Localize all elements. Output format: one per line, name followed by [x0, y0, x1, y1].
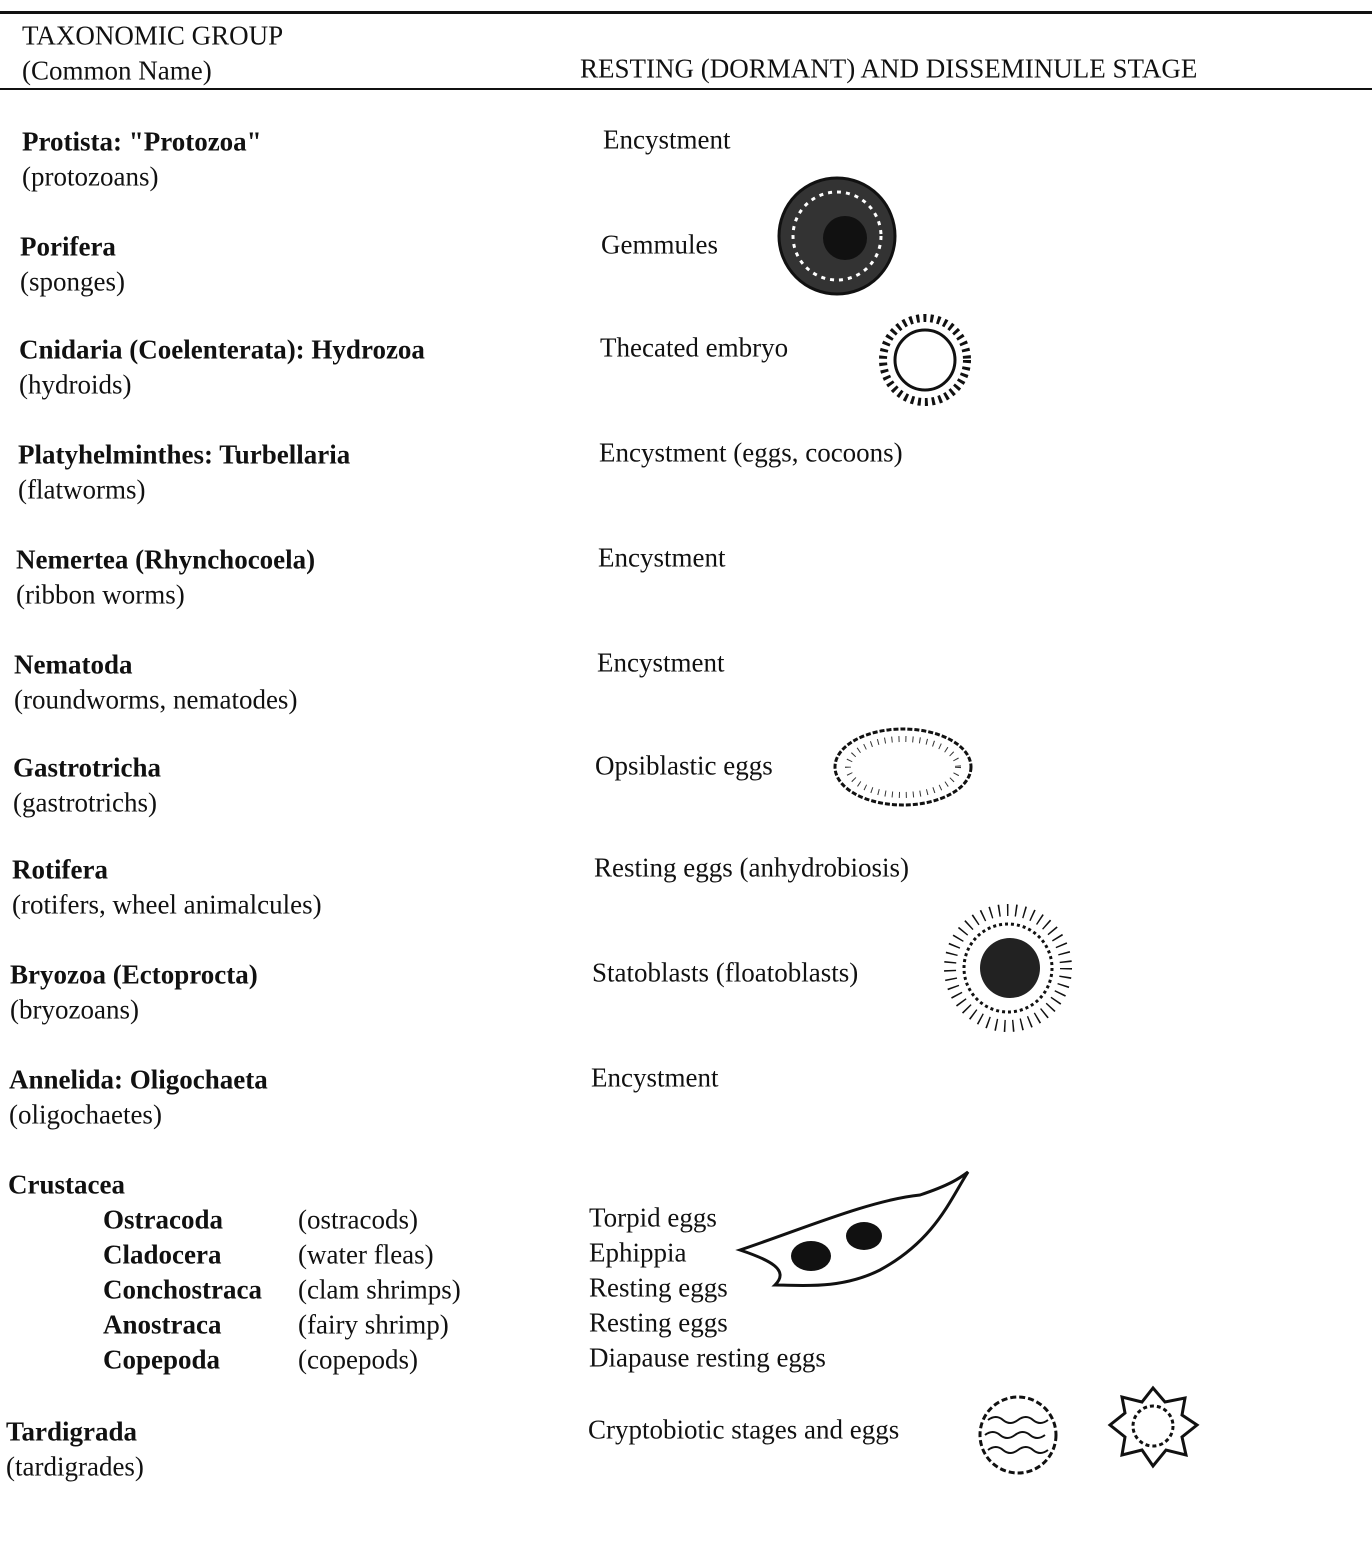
common-name: (flatworms) — [18, 474, 146, 505]
group-title: TAXONOMIC GROUP — [22, 20, 284, 51]
stage: Encystment — [597, 647, 725, 678]
common-name: (gastrotrichs) — [13, 787, 157, 818]
stage: Gemmules — [601, 229, 718, 260]
stage: Encystment — [603, 124, 731, 155]
subgroup-name: Anostraca — [103, 1309, 222, 1340]
stage: Ephippia — [589, 1237, 687, 1268]
top-rule — [0, 11, 1372, 14]
ephippium — [735, 1170, 970, 1288]
group-name: Crustacea — [8, 1169, 125, 1200]
stage: Cryptobiotic stages and eggs — [588, 1414, 900, 1445]
common-name: (fairy shrimp) — [298, 1309, 449, 1340]
group-subtitle: (Common Name) — [22, 55, 212, 86]
header-rule — [0, 88, 1372, 90]
common-name: (ostracods) — [298, 1204, 418, 1235]
stage: Resting eggs — [589, 1272, 728, 1303]
statoblast — [944, 904, 1072, 1032]
common-name: (tardigrades) — [6, 1451, 144, 1482]
group-name: Rotifera — [12, 854, 108, 885]
common-name: (hydroids) — [19, 369, 132, 400]
stage: Opsiblastic eggs — [595, 750, 773, 781]
common-name: (roundworms, nematodes) — [14, 684, 298, 715]
group-name: Annelida: Oligochaeta — [9, 1064, 268, 1095]
group-name: Porifera — [20, 231, 116, 262]
stage: Statoblasts (floatoblasts) — [592, 957, 859, 988]
opsiblastic-egg — [833, 727, 973, 807]
common-name: (rotifers, wheel animalcules) — [12, 889, 322, 920]
group-name: Bryozoa (Ectoprocta) — [10, 959, 258, 990]
group-name: Gastrotricha — [13, 752, 161, 783]
common-name: (protozoans) — [22, 161, 159, 192]
subgroup-name: Copepoda — [103, 1344, 221, 1375]
group-name: Cnidaria (Coelenterata): Hydrozoa — [19, 334, 425, 365]
stage: Diapause resting eggs — [589, 1342, 826, 1373]
stage: Encystment (eggs, cocoons) — [599, 437, 903, 468]
common-name: (sponges) — [20, 266, 125, 297]
subgroup-name: Cladocera — [103, 1239, 222, 1270]
thecated-embryo — [879, 314, 971, 406]
common-name: (bryozoans) — [10, 994, 139, 1025]
common-name: (ribbon worms) — [16, 579, 185, 610]
stage: Resting eggs — [589, 1307, 728, 1338]
common-name: (water fleas) — [298, 1239, 434, 1270]
subgroup-name: Ostracoda — [103, 1204, 223, 1235]
stage: Torpid eggs — [589, 1202, 717, 1233]
group-name: Protista: "Protozoa" — [22, 126, 262, 157]
group-name: Nematoda — [14, 649, 133, 680]
stage: Encystment — [591, 1062, 719, 1093]
common-name: (copepods) — [298, 1344, 418, 1375]
stage: Resting eggs (anhydrobiosis) — [594, 852, 909, 883]
common-name: (clam shrimps) — [298, 1274, 461, 1305]
group-name: Platyhelminthes: Turbellaria — [18, 439, 351, 470]
subgroup-name: Conchostraca — [103, 1274, 262, 1305]
gemmule — [777, 176, 897, 296]
stage-title: RESTING (DORMANT) AND DISSEMINULE STAGE — [580, 53, 1198, 84]
common-name: (oligochaetes) — [9, 1099, 162, 1130]
group-name: Nemertea (Rhynchocoela) — [16, 544, 316, 575]
stage: Thecated embryo — [600, 332, 789, 363]
stage: Encystment — [598, 542, 726, 573]
tardigrade-eggs — [978, 1385, 1200, 1475]
group-name: Tardigrada — [6, 1416, 138, 1447]
